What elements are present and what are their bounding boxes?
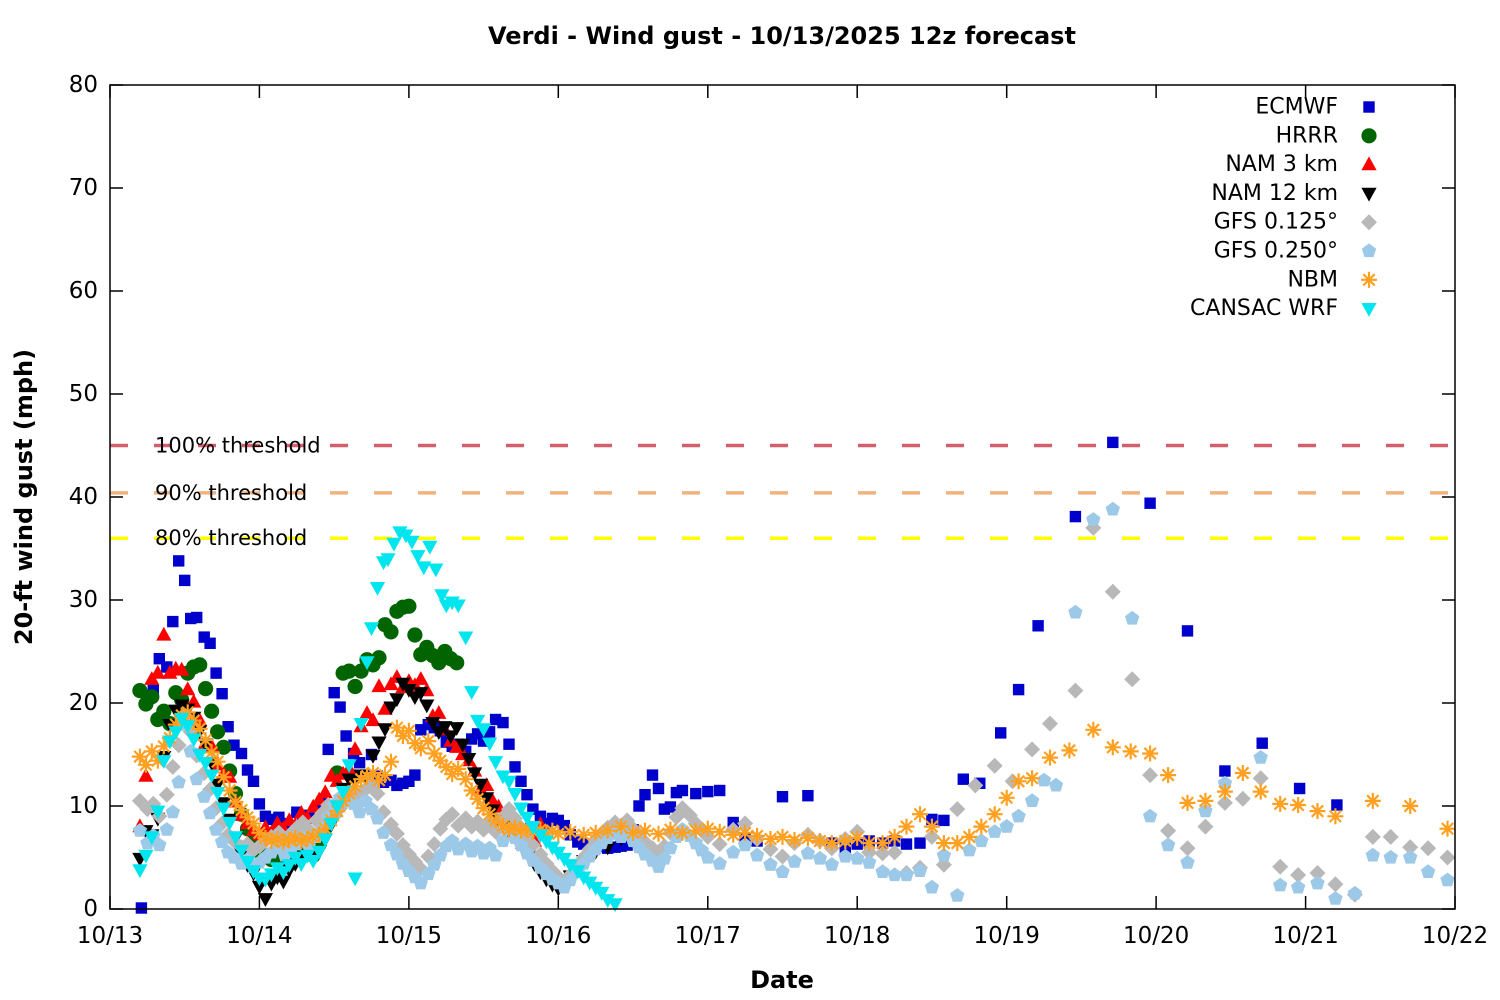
y-tick-label: 80 [69,72,98,98]
y-tick-label: 60 [69,278,98,304]
x-tick-label: 10/20 [1123,923,1189,949]
legend: ECMWF HRRR NAM 3 km NAM 12 km GFS 0.125° GFS … [1190,95,1377,321]
legend-item-nam-12-km: NAM 12 km [1211,181,1377,206]
chart-title: Verdi - Wind gust - 10/13/2025 12z forec… [488,22,1076,50]
plot-border [109,84,1456,910]
x-tick-label: 10/16 [525,923,591,949]
y-tick-label: 70 [69,175,98,201]
legend-label: NAM 3 km [1225,152,1338,177]
threshold-lines: 100% threshold 90% threshold 80% threshold [110,434,1455,550]
y-tick-label: 20 [69,690,98,716]
legend-label: ECMWF [1255,95,1338,120]
legend-item-nam-3-km: NAM 3 km [1225,152,1377,177]
y-tick-label: 40 [69,484,98,510]
x-axis-label: Date [750,966,814,994]
x-tick-label: 10/17 [675,923,741,949]
threshold-label: 80% threshold [155,526,307,550]
legend-label: HRRR [1276,123,1338,148]
series-cansac-wrf [132,526,623,913]
data-points [131,436,1456,914]
series-gfs-0-250 [132,501,1455,905]
threshold-80-threshold: 80% threshold [110,526,1455,550]
y-tick-label: 50 [69,381,98,407]
y-tick-label: 0 [83,896,98,922]
x-tick-label: 10/13 [77,923,143,949]
y-tick-label: 30 [69,587,98,613]
x-tick-label: 10/21 [1272,923,1338,949]
legend-label: NAM 12 km [1211,181,1338,206]
legend-label: CANSAC WRF [1190,296,1338,321]
y-tick-label: 10 [69,793,98,819]
legend-item-gfs-0-125: GFS 0.125° [1214,210,1377,235]
threshold-100-threshold: 100% threshold [110,434,1455,458]
x-tick-label: 10/19 [974,923,1040,949]
axis-ticks: 10/13 10/14 10/15 10/16 10/17 10/18 10/19 10/20… [69,72,1488,949]
threshold-label: 100% threshold [155,434,321,458]
legend-label: NBM [1287,267,1338,292]
y-axis-label: 20-ft wind gust (mph) [10,349,38,645]
threshold-label: 90% threshold [155,481,307,505]
legend-label: GFS 0.125° [1214,210,1338,235]
x-tick-label: 10/14 [226,923,292,949]
threshold-90-threshold: 90% threshold [110,481,1455,505]
legend-item-cansac-wrf: CANSAC WRF [1190,296,1377,321]
x-tick-label: 10/18 [824,923,890,949]
legend-item-hrrr: HRRR [1276,123,1377,148]
x-tick-label: 10/22 [1422,923,1488,949]
legend-label: GFS 0.250° [1214,239,1338,264]
x-tick-label: 10/15 [376,923,442,949]
series-nbm [131,704,1456,852]
legend-item-ecmwf: ECMWF [1255,95,1375,120]
legend-item-nbm: NBM [1287,267,1377,292]
legend-item-gfs-0-250: GFS 0.250° [1214,239,1377,264]
